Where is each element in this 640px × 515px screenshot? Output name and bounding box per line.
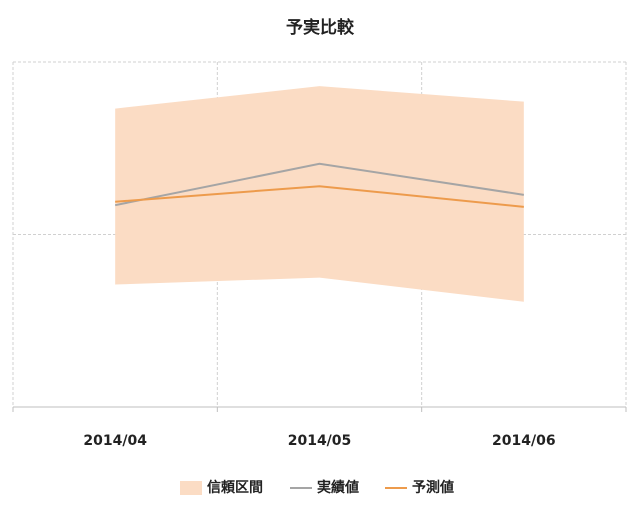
legend-label: 信頼区間 [207, 479, 263, 496]
x-tick-label: 2014/05 [288, 433, 352, 449]
confidence-band [115, 86, 524, 302]
chart-title: 予実比較 [286, 17, 355, 38]
legend-label: 予測値 [412, 479, 454, 496]
legend-label: 実績値 [317, 479, 359, 496]
series-line [115, 185, 524, 208]
series-line [114, 162, 524, 207]
x-tick-label: 2014/04 [83, 433, 147, 449]
legend-swatch [180, 481, 202, 495]
x-tick-label: 2014/06 [492, 433, 556, 449]
